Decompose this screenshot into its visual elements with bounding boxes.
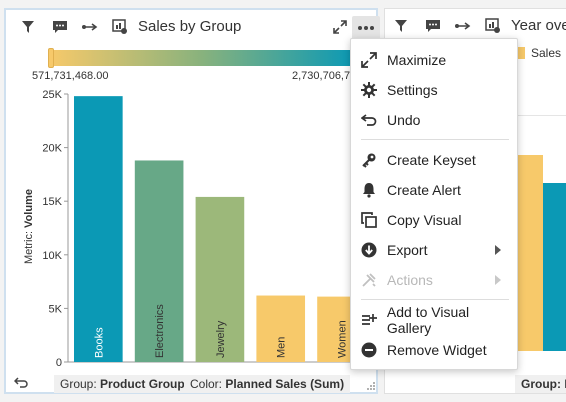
- submenu-arrow-icon: [495, 275, 501, 285]
- bell-icon: [351, 182, 387, 198]
- group-tag[interactable]: Group: Product Group: [54, 375, 191, 393]
- tag-key: Group:: [521, 377, 561, 391]
- bar-men[interactable]: [256, 295, 306, 362]
- copy-icon: [351, 212, 387, 228]
- chart-settings-icon[interactable]: [483, 16, 503, 36]
- menu-item-export[interactable]: Export: [351, 235, 517, 265]
- menu-item-copy-visual[interactable]: Copy Visual: [351, 205, 517, 235]
- color-range-handle-min[interactable]: [48, 48, 54, 68]
- gear-icon: [351, 82, 387, 98]
- menu-item-settings[interactable]: Settings: [351, 75, 517, 105]
- menu-item-remove-widget[interactable]: Remove Widget: [351, 335, 517, 365]
- expand-icon[interactable]: [330, 17, 350, 37]
- menu-item-undo[interactable]: Undo: [351, 105, 517, 135]
- y-tick-label: 0: [56, 357, 62, 369]
- y-axis-label-metric: Volume: [23, 189, 35, 228]
- filter-icon[interactable]: [18, 17, 38, 37]
- bar-jewelry[interactable]: [195, 196, 245, 362]
- category-label: Men: [276, 337, 288, 358]
- widget-footer: Group: Product Group Color: Planned Sale…: [6, 372, 376, 394]
- comment-icon[interactable]: [423, 16, 443, 36]
- comment-icon[interactable]: [50, 17, 70, 37]
- menu-separator: [361, 299, 509, 300]
- menu-item-add-to-visual-gallery[interactable]: Add to Visual Gallery: [351, 304, 517, 336]
- menu-item-maximize[interactable]: Maximize: [351, 45, 517, 75]
- link-icon[interactable]: [453, 16, 473, 36]
- resize-grip-icon[interactable]: [366, 380, 376, 394]
- y-tick-label: 5K: [49, 303, 63, 315]
- menu-label: Create Alert: [387, 182, 461, 198]
- grid-line: [515, 115, 566, 116]
- widget-sales-by-group[interactable]: Sales by Group 571,731,468.00 2,730,706,…: [4, 8, 380, 394]
- chart-settings-icon[interactable]: [110, 17, 130, 37]
- y-tick-label: 20K: [42, 143, 62, 155]
- category-label: Jewelry: [215, 320, 227, 358]
- widget-toolbar: Sales by Group: [6, 10, 380, 44]
- bar-books[interactable]: [74, 96, 123, 363]
- menu-label: Maximize: [387, 52, 447, 68]
- y-axis-label: Metric: Volume: [23, 189, 35, 264]
- menu-label: Add to Visual Gallery: [386, 304, 470, 336]
- export-icon: [351, 242, 387, 258]
- category-label: Electronics: [154, 304, 166, 358]
- actions-icon: [351, 272, 387, 288]
- color-tag-key: Color:: [190, 377, 223, 391]
- more-button[interactable]: [352, 16, 380, 40]
- menu-item-create-alert[interactable]: Create Alert: [351, 175, 517, 205]
- filter-icon[interactable]: [391, 16, 411, 36]
- group-tag-key: Group:: [60, 377, 97, 391]
- menu-item-create-keyset[interactable]: Create Keyset: [351, 145, 517, 175]
- y-tick-label: 15K: [42, 196, 62, 208]
- y-tick-label: 25K: [42, 89, 62, 101]
- widget2-group-tag[interactable]: Group: Pr: [515, 375, 566, 393]
- legend-label: Sales: [531, 46, 562, 60]
- menu-label: Undo: [387, 112, 421, 128]
- bar-electronics[interactable]: [134, 160, 184, 362]
- menu-label: Export: [387, 242, 428, 258]
- y-tick-label: 10K: [42, 250, 62, 262]
- color-tag[interactable]: Color: Planned Sales (Sum): [184, 375, 351, 393]
- y-axis-label-prefix: Metric:: [23, 228, 35, 264]
- category-label: Women: [337, 320, 349, 358]
- widget2-bar-planned[interactable]: [543, 183, 566, 351]
- undo-icon: [351, 113, 387, 127]
- maximize-icon: [351, 52, 387, 68]
- color-tag-value: Planned Sales (Sum): [225, 377, 345, 391]
- color-range-min-label: 571,731,468.00: [32, 70, 109, 82]
- add-gallery-icon: [351, 313, 387, 327]
- bar-chart: 0 5K 10K 15K 20K 25K Metric: Volume Books Electr…: [23, 89, 372, 369]
- tag-value: Pr: [564, 377, 566, 391]
- widget2-bar-sales[interactable]: [515, 155, 543, 351]
- menu-label: Settings: [387, 82, 438, 98]
- menu-label: Remove Widget: [387, 342, 487, 358]
- remove-icon: [351, 342, 387, 358]
- menu-item-actions[interactable]: Actions: [351, 265, 517, 295]
- menu-label: Create Keyset: [387, 152, 476, 168]
- key-icon: [351, 152, 387, 168]
- more-icon: [358, 26, 374, 30]
- menu-label: Copy Visual: [387, 212, 462, 228]
- color-range-bar[interactable]: [48, 48, 356, 68]
- widget-options-menu: Maximize Settings Undo Create Keyset Cr: [350, 38, 518, 370]
- group-tag-value: Product Group: [100, 377, 185, 391]
- color-range-max-label: 2,730,706,75: [292, 70, 357, 82]
- undo-icon[interactable]: [13, 376, 28, 391]
- menu-label: Actions: [387, 272, 433, 288]
- submenu-arrow-icon: [495, 245, 501, 255]
- widget2-title: Year over: [511, 17, 566, 34]
- category-label: Books: [93, 327, 105, 358]
- widget-title: Sales by Group: [138, 18, 242, 35]
- link-icon[interactable]: [80, 17, 100, 37]
- menu-separator: [361, 139, 509, 140]
